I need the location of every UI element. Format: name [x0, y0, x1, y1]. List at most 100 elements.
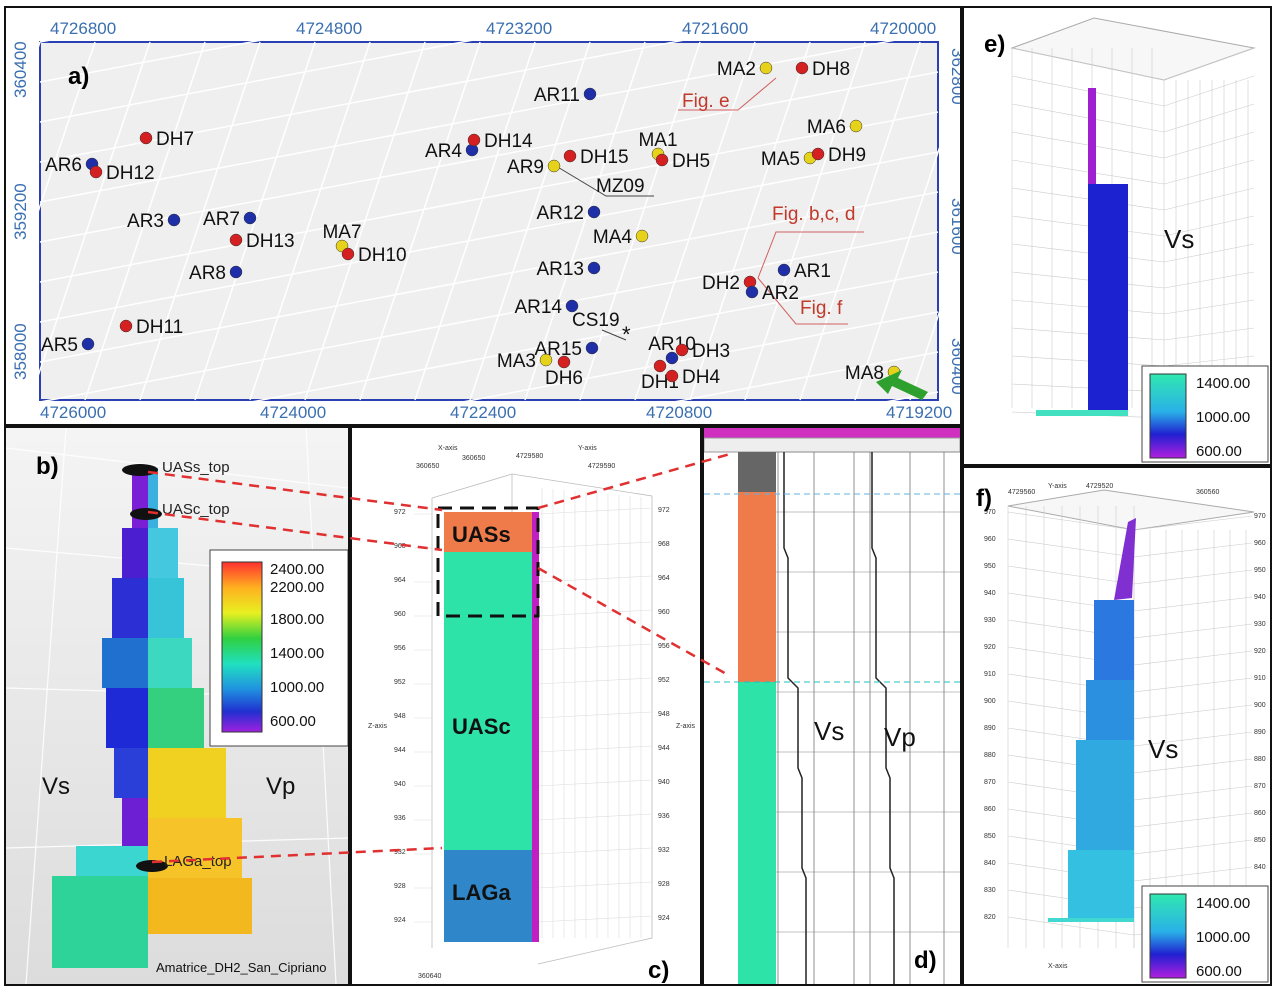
vp-column [148, 468, 252, 934]
f-z-tick: 910 [984, 671, 996, 678]
point-dh1 [653, 359, 667, 373]
panel-label-e: e) [984, 31, 1005, 58]
point-ar5 [81, 337, 95, 351]
f-z-tick-right: 840 [1254, 864, 1266, 871]
point-dh13 [229, 233, 243, 247]
bottom-axis-label: 4722400 [450, 403, 516, 422]
point-label: MA8 [845, 363, 884, 384]
fig-f-leader [757, 277, 848, 325]
point-dh11 [119, 319, 133, 333]
f-z-tick: 970 [984, 509, 996, 516]
z-tick: 964 [394, 577, 406, 584]
mz09-label: MZ09 [596, 176, 645, 197]
f-z-tick: 830 [984, 887, 996, 894]
vs-label-f: Vs [1148, 734, 1178, 764]
z-tick: 928 [394, 883, 406, 890]
fig-e-label: Fig. e [682, 91, 730, 112]
point-dh3 [675, 343, 689, 357]
z-tick: 972 [394, 509, 406, 516]
point-label: AR12 [536, 203, 584, 224]
f-z-tick: 870 [984, 779, 996, 786]
f-z-tick-right: 850 [1254, 837, 1266, 844]
point-ar2 [745, 285, 759, 299]
y-axis-value: 4729580 [516, 453, 543, 460]
right-axis-label: 362800 [948, 48, 960, 105]
panel-f-3d-model: Y-axis 4729560 4729520 360560 X-axis 970… [962, 466, 1272, 986]
point-ar9 [547, 159, 561, 173]
legend-e: 1400.00 1000.00 600.00 [1141, 365, 1269, 463]
point-label: DH11 [136, 317, 183, 338]
laga-top-label: LAGa_top [164, 853, 232, 870]
cs19-leader [601, 329, 627, 341]
uasc-label: UASc [452, 714, 511, 739]
f-z-tick: 820 [984, 914, 996, 921]
z-tick: 960 [394, 611, 406, 618]
f-top-val: 4729560 [1008, 489, 1035, 496]
legend-tick: 1000.00 [270, 679, 324, 696]
point-label: MA7 [322, 222, 361, 243]
x-axis-bottom: 360640 [418, 973, 441, 980]
uasc-top-marker [130, 508, 162, 520]
point-label: DH3 [692, 341, 730, 362]
z-tick: 948 [394, 713, 406, 720]
vs-lower [1088, 184, 1128, 416]
f-z-tick: 890 [984, 725, 996, 732]
fig-bcd-label: Fig. b,c, d [772, 204, 855, 225]
vs-label: Vs [42, 773, 70, 800]
point-ar10 [665, 351, 679, 365]
z-tick: 968 [394, 543, 406, 550]
z-tick: 956 [394, 645, 406, 652]
z-axis-title: Z-axis [368, 723, 388, 730]
top-axis-label: 4726800 [50, 19, 116, 38]
f-z-tick-right: 960 [1254, 540, 1266, 547]
f-top-val: 360560 [1196, 489, 1219, 496]
f-z-tick: 960 [984, 536, 996, 543]
z-axis-title-right: Z-axis [676, 723, 696, 730]
top-axis-label: 4723200 [486, 19, 552, 38]
z-tick-right: 936 [658, 813, 670, 820]
vp-label: Vp [266, 773, 295, 800]
point-label: DH5 [672, 151, 710, 172]
f-z-tick-right: 860 [1254, 810, 1266, 817]
f-z-tick-right: 920 [1254, 648, 1266, 655]
map-frame [39, 41, 939, 401]
point-label: DH4 [682, 367, 720, 388]
z-tick-right: 956 [658, 643, 670, 650]
z-tick: 952 [394, 679, 406, 686]
point-ma2 [759, 61, 773, 75]
point-dh12 [89, 165, 103, 179]
point-ar12 [587, 205, 601, 219]
point-ar3 [167, 213, 181, 227]
left-axis-label: 360400 [11, 41, 30, 98]
point-label: DH7 [156, 129, 194, 150]
z-tick-right: 972 [658, 507, 670, 514]
f-z-tick-right: 970 [1254, 513, 1266, 520]
f-z-tick: 850 [984, 833, 996, 840]
f-z-tick-right: 940 [1254, 594, 1266, 601]
z-tick-right: 960 [658, 609, 670, 616]
point-label: DH14 [484, 131, 533, 152]
top-axis-label: 4724800 [296, 19, 362, 38]
point-ar13 [587, 261, 601, 275]
y-axis-title: Y-axis [578, 445, 597, 452]
point-label: AR11 [534, 85, 580, 106]
f-z-tick-right: 900 [1254, 702, 1266, 709]
legend-tick: 1400.00 [1196, 895, 1250, 912]
f-top-val: 4729520 [1086, 483, 1113, 490]
point-label: DH10 [358, 245, 407, 266]
panel-e-3d-model: Vs e) 1400.00 1000.00 600.00 [962, 6, 1272, 466]
point-label: AR7 [203, 209, 240, 230]
z-tick-right: 952 [658, 677, 670, 684]
f-z-tick-right: 870 [1254, 783, 1266, 790]
legend-tick: 600.00 [270, 713, 316, 730]
panel-label-a: a) [68, 63, 89, 90]
z-tick: 936 [394, 815, 406, 822]
f-z-tick: 900 [984, 698, 996, 705]
point-ma3 [539, 353, 553, 367]
point-dh7 [139, 131, 153, 145]
f-z-tick-right: 930 [1254, 621, 1266, 628]
point-label: AR9 [507, 157, 544, 178]
uass-layer [444, 512, 532, 552]
f-y-axis-title: Y-axis [1048, 483, 1067, 490]
right-axis-label: 361600 [948, 198, 960, 255]
